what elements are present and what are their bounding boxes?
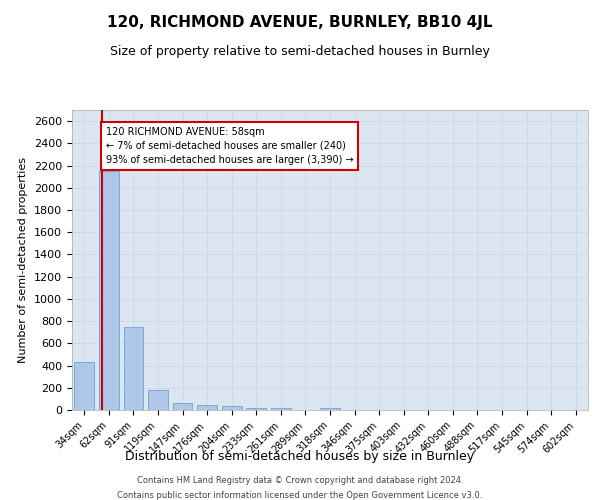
Y-axis label: Number of semi-detached properties: Number of semi-detached properties bbox=[19, 157, 28, 363]
Text: Distribution of semi-detached houses by size in Burnley: Distribution of semi-detached houses by … bbox=[125, 450, 475, 463]
Bar bbox=[247, 408, 266, 410]
Bar bbox=[197, 406, 217, 410]
Bar bbox=[99, 171, 119, 410]
Text: 120, RICHMOND AVENUE, BURNLEY, BB10 4JL: 120, RICHMOND AVENUE, BURNLEY, BB10 4JL bbox=[107, 15, 493, 30]
Bar bbox=[173, 403, 193, 410]
Text: Size of property relative to semi-detached houses in Burnley: Size of property relative to semi-detach… bbox=[110, 45, 490, 58]
Bar bbox=[148, 390, 168, 410]
Text: 120 RICHMOND AVENUE: 58sqm
← 7% of semi-detached houses are smaller (240)
93% of: 120 RICHMOND AVENUE: 58sqm ← 7% of semi-… bbox=[106, 126, 353, 164]
Bar bbox=[320, 408, 340, 410]
Bar bbox=[124, 326, 143, 410]
Text: Contains HM Land Registry data © Crown copyright and database right 2024.: Contains HM Land Registry data © Crown c… bbox=[137, 476, 463, 485]
Text: Contains public sector information licensed under the Open Government Licence v3: Contains public sector information licen… bbox=[118, 491, 482, 500]
Bar bbox=[74, 362, 94, 410]
Bar bbox=[222, 406, 242, 410]
Bar bbox=[271, 408, 290, 410]
